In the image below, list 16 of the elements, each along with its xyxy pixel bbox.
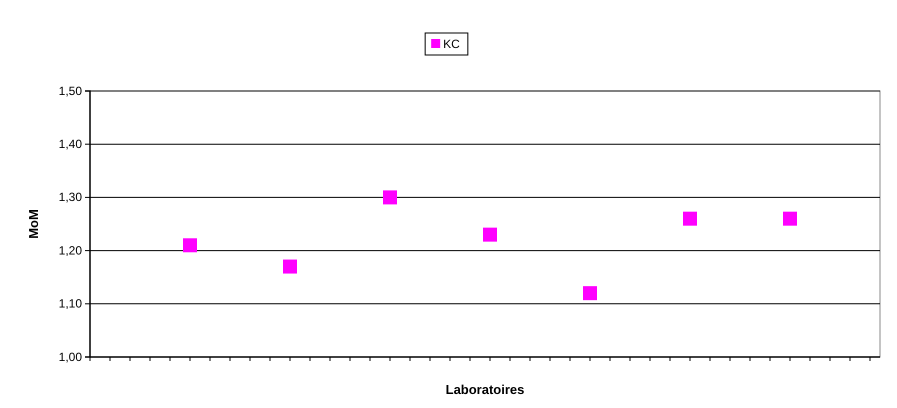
y-tick-label: 1,50: [58, 84, 82, 98]
point: [783, 212, 797, 226]
point: [483, 228, 497, 242]
x-axis-title: Laboratoires: [446, 382, 524, 397]
y-tick-label: 1,00: [58, 350, 82, 364]
legend-label: KC: [443, 37, 460, 51]
point: [583, 286, 597, 300]
y-tick-label: 1,10: [58, 296, 82, 311]
point: [383, 190, 397, 204]
point: [183, 238, 197, 252]
point: [683, 212, 697, 226]
y-tick-label: 1,30: [58, 190, 82, 204]
point: [283, 260, 297, 274]
y-tick-label: 1,20: [58, 243, 82, 258]
y-tick-label: 1,40: [58, 137, 82, 152]
y-axis-title: MoM: [26, 209, 41, 239]
